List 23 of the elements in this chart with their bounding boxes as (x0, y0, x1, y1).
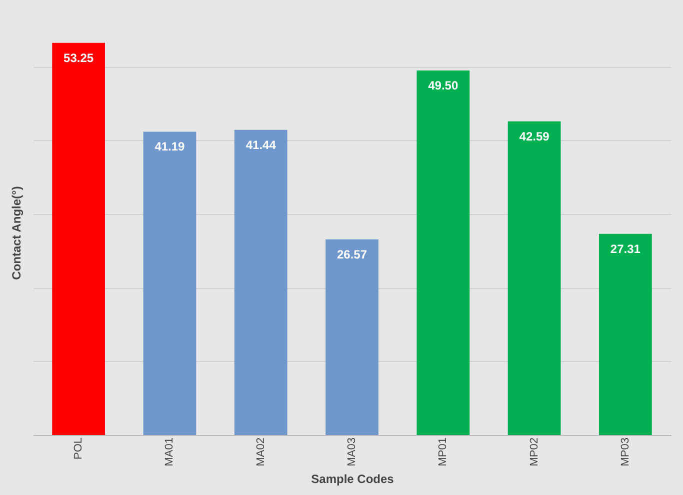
bar (508, 121, 561, 435)
data-label: 27.31 (610, 242, 641, 256)
data-label: 53.25 (64, 50, 94, 65)
data-label: 42.59 (519, 129, 550, 144)
x-tick-label: POL (72, 438, 85, 460)
x-tick-label: MA01 (164, 438, 176, 466)
data-label: 26.57 (336, 247, 368, 262)
bar (52, 42, 106, 435)
x-tick-label: MA03 (346, 438, 358, 466)
bar (326, 239, 378, 435)
data-label: 41.19 (154, 140, 186, 154)
x-axis-title: Sample Codes (311, 472, 394, 486)
bar (234, 130, 288, 435)
x-tick-label: MP02 (528, 438, 540, 466)
data-label: 41.44 (246, 138, 276, 152)
bar (143, 132, 196, 435)
bar (598, 234, 652, 435)
bar (416, 70, 470, 435)
x-tick-label: MP01 (437, 438, 450, 466)
x-tick-label: MP03 (619, 438, 632, 466)
x-tick-label: MA02 (254, 438, 267, 466)
data-label: 49.50 (428, 78, 458, 92)
y-axis-title: Contact Angle(°) (10, 186, 24, 280)
